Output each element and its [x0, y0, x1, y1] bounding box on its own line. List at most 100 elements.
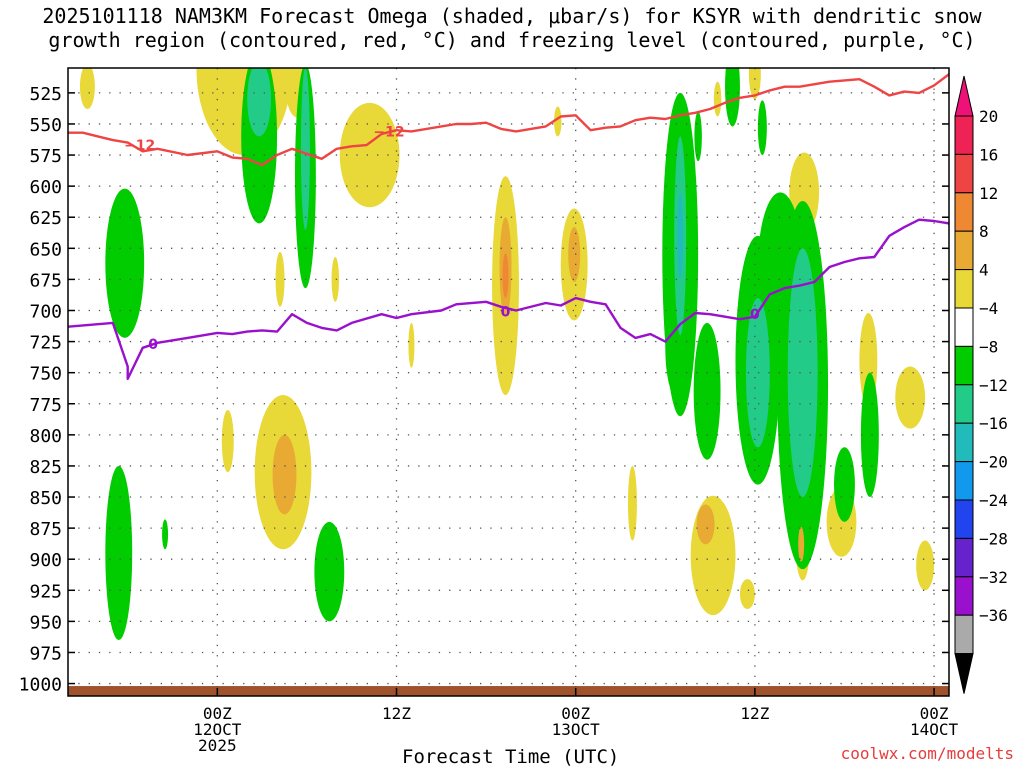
- colorbar-segment-5: [954, 307, 974, 347]
- colorbar-segment-11: [954, 537, 974, 578]
- y-tick-label-825: 825: [29, 457, 62, 478]
- omega-region-22: [916, 540, 935, 591]
- y-tick-label-875: 875: [29, 519, 62, 540]
- y-axis: 525 550 575 600 625 650 675 700 725 750 775 800 825 8…: [19, 84, 949, 696]
- omega-region-4: [275, 252, 285, 307]
- dgz-contour-line: [68, 72, 949, 167]
- colorbar-label-2: 12: [979, 184, 998, 203]
- ground-bar: [68, 686, 949, 696]
- x-tick-label-4-0: 00Z: [920, 704, 949, 723]
- x-tick-label-0-2: 2025: [198, 736, 237, 755]
- omega-region-38: [694, 111, 702, 162]
- colorbar-label-9: −20: [979, 453, 1008, 472]
- colorbar-segment-8: [954, 422, 974, 463]
- colorbar-label-13: −36: [979, 606, 1008, 625]
- omega-region-41: [834, 447, 855, 522]
- omega-region-51: [745, 298, 770, 448]
- colorbar-segment-10: [954, 499, 974, 539]
- title-line-2: growth region (contoured, red, °C) and f…: [48, 28, 976, 52]
- x-tick-label-0-0: 00Z: [203, 704, 232, 723]
- omega-region-8: [408, 322, 415, 368]
- colorbar-label-5: −4: [979, 299, 998, 318]
- y-tick-label-550: 550: [29, 115, 62, 136]
- colorbar-label-4: 4: [979, 261, 989, 280]
- y-tick-label-725: 725: [29, 333, 62, 354]
- y-tick-label-750: 750: [29, 364, 62, 385]
- y-tick-label-950: 950: [29, 612, 62, 633]
- omega-region-37: [757, 100, 767, 156]
- omega-region-40: [860, 372, 879, 498]
- omega-region-47: [247, 68, 272, 137]
- omega-region-11: [554, 106, 562, 137]
- y-tick-label-900: 900: [29, 550, 62, 571]
- credit-text: coolwx.com/modelts: [840, 744, 1014, 763]
- x-tick-label-0-1: 12OCT: [193, 720, 242, 739]
- y-tick-label-600: 600: [29, 177, 62, 198]
- omega-region-25: [105, 188, 145, 338]
- colorbar-segment-9: [954, 461, 974, 501]
- colorbar-segment-12: [954, 576, 974, 616]
- omega-region-44: [272, 434, 297, 515]
- x-axis-label: Forecast Time (UTC): [402, 746, 620, 768]
- omega-region-9: [221, 409, 234, 473]
- x-tick-label-3-0: 12Z: [740, 704, 769, 723]
- colorbar-segment-0: [954, 115, 974, 155]
- colorbar-label-10: −24: [979, 491, 1008, 510]
- x-tick-label-2-1: 13OCT: [552, 720, 601, 739]
- omega-region-17: [739, 579, 755, 609]
- omega-region-0: [79, 68, 95, 110]
- y-tick-label-625: 625: [29, 208, 62, 229]
- omega-region-45: [696, 504, 715, 545]
- freezing-label-1: 0: [148, 337, 158, 353]
- x-tick-label-1-0: 12Z: [382, 704, 411, 723]
- omega-shading: [79, 68, 935, 641]
- omega-region-12: [627, 465, 637, 541]
- omega-region-53: [677, 192, 684, 280]
- omega-region-48: [300, 68, 310, 230]
- colorbar-bottom-arrow: [954, 653, 974, 694]
- colorbar-segment-1: [954, 153, 974, 194]
- y-tick-label-650: 650: [29, 239, 62, 260]
- omega-region-3: [339, 102, 400, 208]
- colorbar-segment-13: [954, 614, 974, 655]
- omega-region-43: [568, 227, 581, 282]
- y-tick-label-525: 525: [29, 84, 62, 105]
- freezing-label-3: 0: [750, 307, 760, 323]
- x-tick-label-2-0: 00Z: [561, 704, 590, 723]
- omega-region-52: [502, 253, 509, 299]
- y-tick-label-775: 775: [29, 395, 62, 416]
- contours: 0 0 0 −12 −12: [68, 72, 949, 381]
- plot-frame: [67, 67, 950, 697]
- omega-region-5: [331, 257, 340, 302]
- omega-region-21: [895, 366, 926, 429]
- colorbar-top-arrow: [954, 75, 974, 117]
- x-tick-label-4-1: 14OCT: [910, 720, 959, 739]
- colorbar-segment-4: [954, 269, 974, 309]
- colorbar-segment-7: [954, 384, 974, 424]
- colorbar-label-11: −28: [979, 529, 1008, 548]
- y-tick-label-850: 850: [29, 488, 62, 509]
- colorbar-label-3: 8: [979, 222, 989, 241]
- ground-layer: [68, 686, 949, 696]
- omega-region-39: [725, 68, 740, 127]
- colorbar-label-8: −16: [979, 414, 1008, 433]
- omega-region-13: [713, 81, 722, 117]
- colorbar-label-12: −32: [979, 568, 1008, 587]
- omega-region-46: [798, 526, 805, 562]
- omega-region-30: [314, 521, 345, 622]
- omega-region-27: [162, 519, 169, 550]
- omega-region-15: [748, 68, 761, 100]
- title-line-1: 2025101118 NAM3KM Forecast Omega (shaded…: [42, 4, 982, 28]
- colorbar-segment-2: [954, 192, 974, 232]
- omega-region-26: [105, 465, 133, 641]
- dgz-label-1: −12: [124, 138, 155, 154]
- colorbar-label-1: 16: [979, 145, 998, 164]
- dgz-label-2: −12: [373, 124, 404, 140]
- colorbar: 20 16 12 8 4 −4 −8 −12 −16 −20 −24 −28 −32 −36: [954, 75, 1008, 694]
- omega-region-32: [693, 322, 721, 460]
- colorbar-label-6: −8: [979, 337, 998, 356]
- y-tick-label-700: 700: [29, 301, 62, 322]
- colorbar-segment-3: [954, 230, 974, 271]
